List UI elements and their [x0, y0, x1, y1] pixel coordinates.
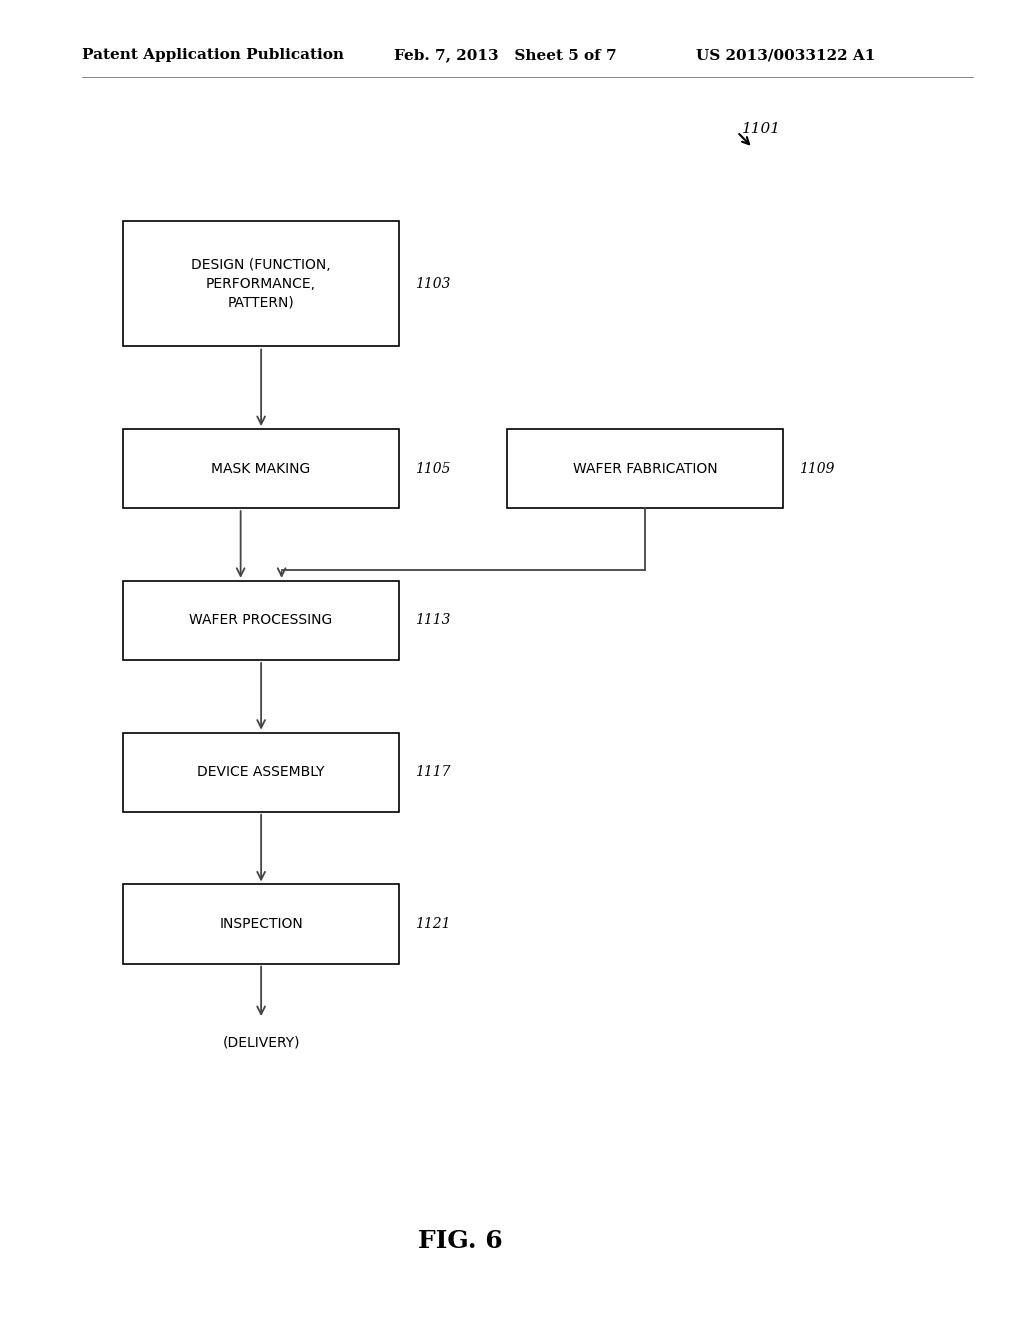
Text: DEVICE ASSEMBLY: DEVICE ASSEMBLY — [198, 766, 325, 779]
Text: US 2013/0033122 A1: US 2013/0033122 A1 — [696, 49, 876, 62]
Text: (DELIVERY): (DELIVERY) — [222, 1036, 300, 1049]
Text: DESIGN (FUNCTION,
PERFORMANCE,
PATTERN): DESIGN (FUNCTION, PERFORMANCE, PATTERN) — [191, 259, 331, 309]
Text: 1101: 1101 — [742, 123, 781, 136]
Text: 1117: 1117 — [415, 766, 451, 779]
Bar — [123, 581, 399, 660]
Text: 1113: 1113 — [415, 614, 451, 627]
Text: 1121: 1121 — [415, 917, 451, 931]
Text: WAFER FABRICATION: WAFER FABRICATION — [572, 462, 718, 475]
Text: MASK MAKING: MASK MAKING — [212, 462, 310, 475]
Bar — [123, 429, 399, 508]
Text: 1105: 1105 — [415, 462, 451, 475]
Text: INSPECTION: INSPECTION — [219, 917, 303, 931]
Text: FIG. 6: FIG. 6 — [419, 1229, 503, 1253]
Bar — [123, 884, 399, 964]
Text: WAFER PROCESSING: WAFER PROCESSING — [189, 614, 333, 627]
Bar — [123, 220, 399, 346]
Bar — [123, 733, 399, 812]
Bar — [507, 429, 783, 508]
Text: 1103: 1103 — [415, 277, 451, 290]
Text: Patent Application Publication: Patent Application Publication — [82, 49, 344, 62]
Text: Feb. 7, 2013   Sheet 5 of 7: Feb. 7, 2013 Sheet 5 of 7 — [394, 49, 616, 62]
Text: 1109: 1109 — [799, 462, 835, 475]
